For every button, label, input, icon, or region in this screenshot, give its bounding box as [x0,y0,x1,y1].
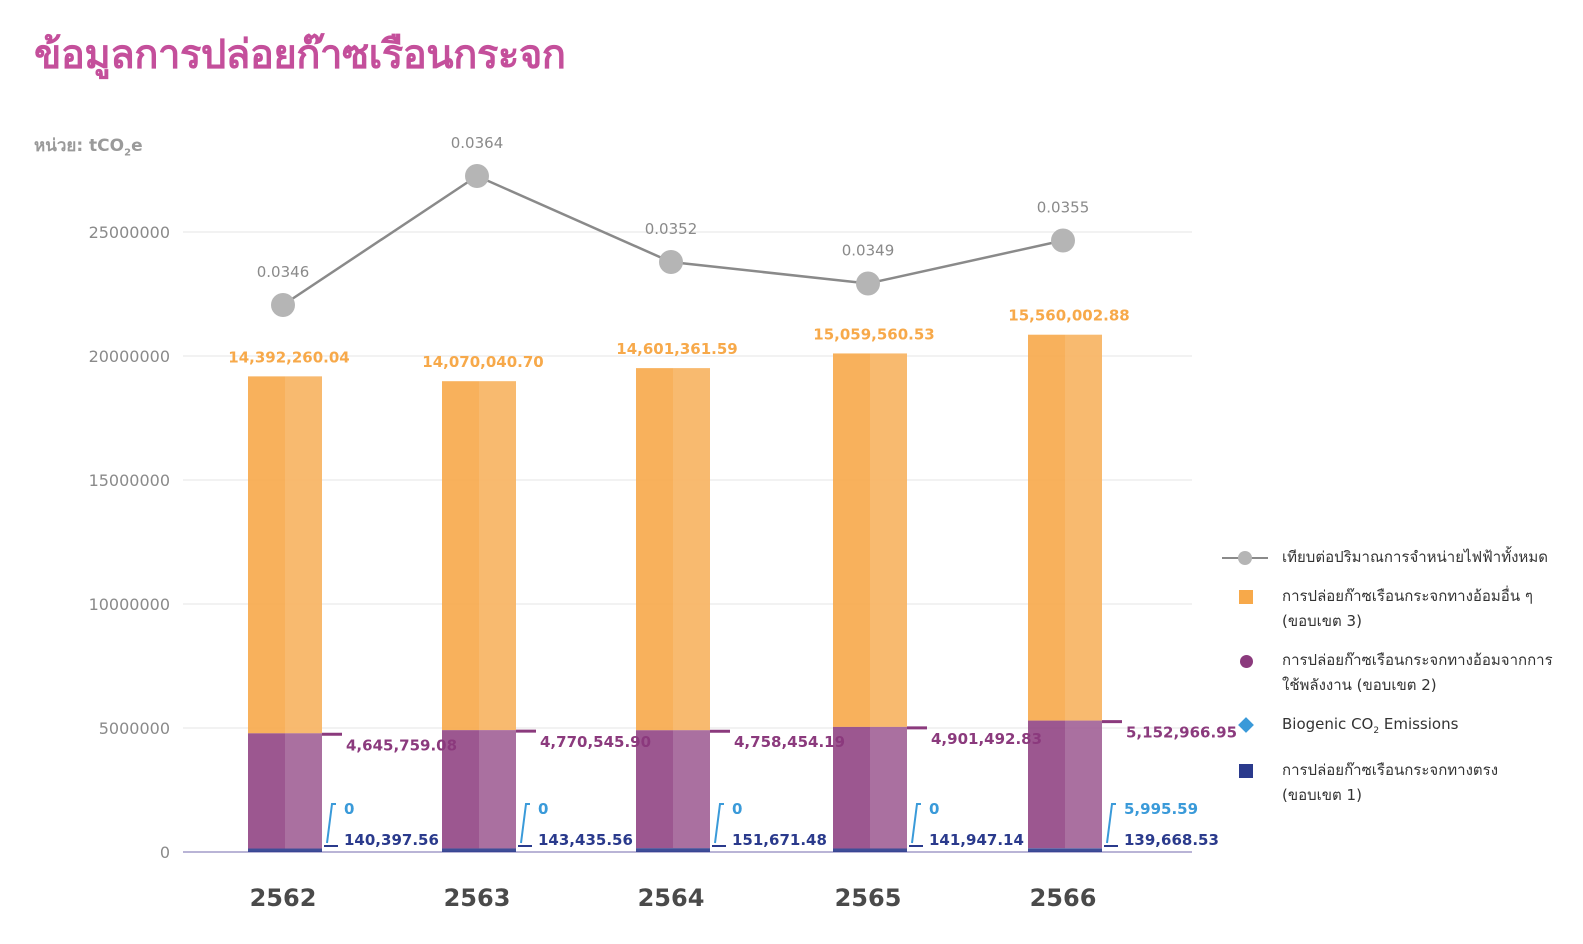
data-label-scope2: 4,770,545.90 [540,733,651,751]
x-tick-label: 2566 [1030,884,1097,912]
legend-item-intensity: เทียบต่อปริมาณการจำหน่ายไฟฟ้าทั้งหมด [1222,545,1562,570]
y-tick-label: 25000000 [89,223,170,242]
y-tick-label: 0 [160,843,170,862]
legend-label-biogenic-suffix: Emissions [1379,715,1459,733]
bar-highlight [285,733,322,849]
bar-highlight [870,726,907,849]
data-label-scope1: 151,671.48 [732,831,827,849]
bar-segment-scope1 [1028,848,1102,852]
bar-segment-scope2 [1028,720,1102,849]
data-label-scope1: 141,947.14 [929,831,1024,849]
x-tick-label: 2563 [444,884,511,912]
square-marker-icon [1239,764,1253,778]
data-label-intensity: 0.0355 [1037,199,1090,217]
chart-legend: เทียบต่อปริมาณการจำหน่ายไฟฟ้าทั้งหมด การ… [1222,545,1562,822]
bar-segment-scope1 [636,848,710,852]
bar-segment-scope1 [248,848,322,852]
circle-marker-icon [1240,655,1253,668]
intensity-point [465,164,489,188]
legend-label-scope2: การปล่อยก๊าซเรือนกระจกทางอ้อมจากการใช้พล… [1282,651,1553,694]
data-label-scope3: 14,070,040.70 [422,353,543,371]
intensity-line [282,174,1064,307]
leader-bracket-biogenic [520,803,530,844]
page-title: ข้อมูลการปล่อยก๊าซเรือนกระจก [34,32,566,78]
data-label-biogenic: 0 [929,800,939,818]
unit-sub: 2 [124,147,132,159]
bar-segment-scope3 [1028,334,1102,721]
y-tick-label: 15000000 [89,471,170,490]
x-tick-label: 2562 [250,884,317,912]
legend-label-scope1: การปล่อยก๊าซเรือนกระจกทางตรง (ขอบเขต 1) [1282,761,1499,804]
bar-segment-scope1 [833,848,907,852]
data-label-biogenic: 0 [732,800,742,818]
bar-segment-scope2 [636,730,710,849]
data-label-intensity: 0.0352 [645,220,698,238]
unit-prefix: หน่วย: tCO [34,136,125,156]
data-label-scope2: 4,758,454.19 [734,733,845,751]
legend-item-scope1: การปล่อยก๊าซเรือนกระจกทางตรง (ขอบเขต 1) [1222,758,1562,808]
data-label-scope1: 139,668.53 [1124,831,1219,849]
unit-suffix: e [131,136,143,156]
legend-item-biogenic: Biogenic CO2 Emissions [1222,712,1562,744]
y-tick-label: 20000000 [89,347,170,366]
data-label-scope3: 14,601,361.59 [616,340,737,358]
intensity-point [271,293,295,317]
legend-item-scope3: การปล่อยก๊าซเรือนกระจกทางอ้อมอื่น ๆ (ขอบ… [1222,584,1562,634]
data-label-scope2: 4,645,759.08 [346,736,457,754]
intensity-point [659,250,683,274]
bar-segment-scope1 [442,848,516,852]
data-label-scope1: 143,435.56 [538,831,633,849]
leader-bracket-biogenic [911,803,921,844]
data-label-intensity: 0.0346 [257,263,310,281]
unit-label: หน่วย: tCO2e [34,132,143,159]
bar-highlight [479,381,516,731]
data-label-scope3: 15,560,002.88 [1008,307,1129,325]
data-label-biogenic: 0 [344,800,354,818]
bar-segment-scope3 [636,368,710,731]
square-marker-icon [1239,590,1253,604]
intensity-point [856,271,880,296]
bar-highlight [1065,334,1102,721]
legend-item-scope2: การปล่อยก๊าซเรือนกระจกทางอ้อมจากการใช้พล… [1222,648,1562,698]
x-tick-label: 2564 [638,884,705,912]
legend-label-biogenic-sub: 2 [1373,726,1380,736]
bar-segment-scope3 [442,381,516,731]
bar-highlight [1065,720,1102,849]
legend-label-biogenic-prefix: Biogenic CO [1282,715,1374,733]
bar-segment-scope3 [248,376,322,734]
bar-segment-scope3 [833,353,907,727]
leader-bracket-biogenic [326,803,336,844]
data-label-biogenic: 0 [538,800,548,818]
data-label-intensity: 0.0349 [842,242,895,260]
data-label-biogenic: 5,995.59 [1124,800,1198,818]
data-label-intensity: 0.0364 [451,134,504,152]
leader-bracket-biogenic [714,803,724,844]
data-label-scope2: 4,901,492.83 [931,730,1042,748]
data-label-scope1: 140,397.56 [344,831,439,849]
y-tick-label: 10000000 [89,595,170,614]
bar-highlight [285,376,322,734]
data-label-scope2: 5,152,966.95 [1126,724,1237,742]
data-label-scope3: 14,392,260.04 [228,348,349,366]
x-tick-label: 2565 [835,884,902,912]
bar-segment-scope2 [833,726,907,849]
bar-segment-scope2 [248,733,322,849]
line-marker-icon [1222,551,1268,565]
y-tick-label: 5000000 [99,719,170,738]
intensity-point [1051,228,1075,253]
legend-label-intensity: เทียบต่อปริมาณการจำหน่ายไฟฟ้าทั้งหมด [1282,548,1548,566]
bar-highlight [673,730,710,849]
bar-highlight [479,730,516,849]
diamond-marker-icon [1238,717,1254,733]
bar-highlight [870,353,907,727]
bar-segment-scope2 [442,730,516,849]
bar-highlight [673,368,710,731]
leader-bracket-biogenic [1106,803,1116,844]
legend-label-scope3: การปล่อยก๊าซเรือนกระจกทางอ้อมอื่น ๆ (ขอบ… [1282,587,1533,630]
data-label-scope3: 15,059,560.53 [813,325,934,343]
